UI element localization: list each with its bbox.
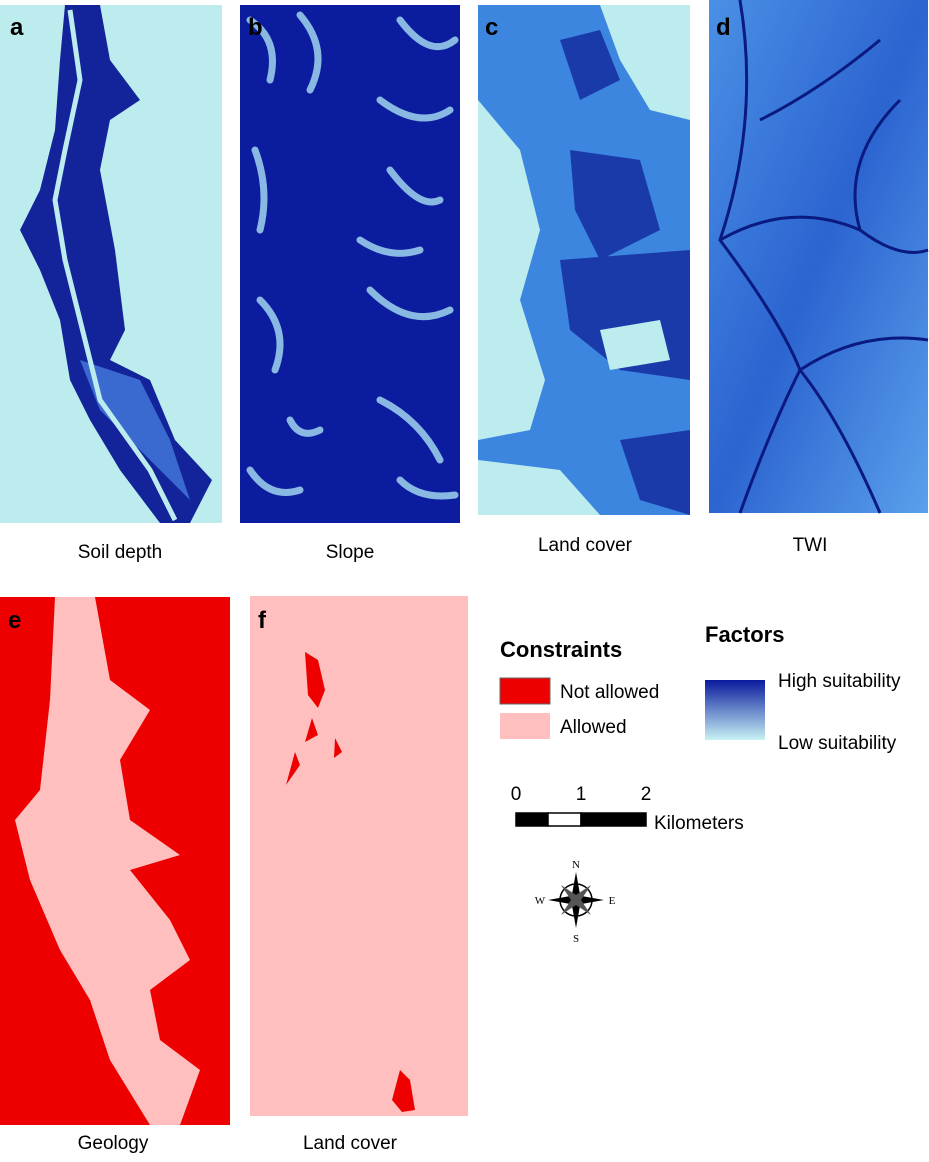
panel-letter: b (248, 14, 263, 41)
legend-label: Low suitability (778, 733, 897, 754)
panel-letter: f (258, 607, 267, 634)
panel-letter: a (10, 14, 24, 41)
legend-label: Not allowed (560, 682, 659, 703)
panel-caption: Slope (326, 542, 375, 563)
compass-label: S (573, 933, 579, 945)
panel-caption: Geology (78, 1133, 149, 1154)
panel-letter: d (716, 14, 731, 41)
legend-gradient (705, 680, 765, 740)
map-soil-depth (0, 5, 222, 523)
figure: a b c d e f Soil depth Slope Land cover … (0, 0, 929, 1157)
scale-bar (516, 813, 646, 826)
scale-tick: 2 (641, 784, 652, 805)
map-land-cover (478, 5, 690, 515)
map-geology (0, 597, 230, 1125)
panel-letter: e (8, 607, 21, 634)
compass-label: N (572, 859, 580, 871)
map-twi (709, 0, 928, 513)
legend-label: Allowed (560, 717, 627, 738)
legend-swatch (500, 678, 550, 704)
scale-tick: 1 (576, 784, 587, 805)
panel-caption: Land cover (303, 1133, 398, 1154)
panel-caption: Soil depth (78, 542, 163, 563)
compass-label: W (535, 895, 546, 907)
legend-swatch (500, 713, 550, 739)
legend-label: High suitability (778, 671, 901, 692)
scale-unit: Kilometers (654, 813, 744, 834)
map-land-cover-constraint (250, 596, 468, 1116)
map-slope (240, 5, 460, 523)
compass (548, 872, 604, 928)
legend-title: Factors (705, 622, 784, 647)
legend-title: Constraints (500, 637, 622, 662)
panel-caption: TWI (793, 535, 828, 556)
panel-caption: Land cover (538, 535, 633, 556)
scale-tick: 0 (511, 784, 522, 805)
compass-label: E (609, 895, 616, 907)
panel-letter: c (485, 14, 498, 41)
